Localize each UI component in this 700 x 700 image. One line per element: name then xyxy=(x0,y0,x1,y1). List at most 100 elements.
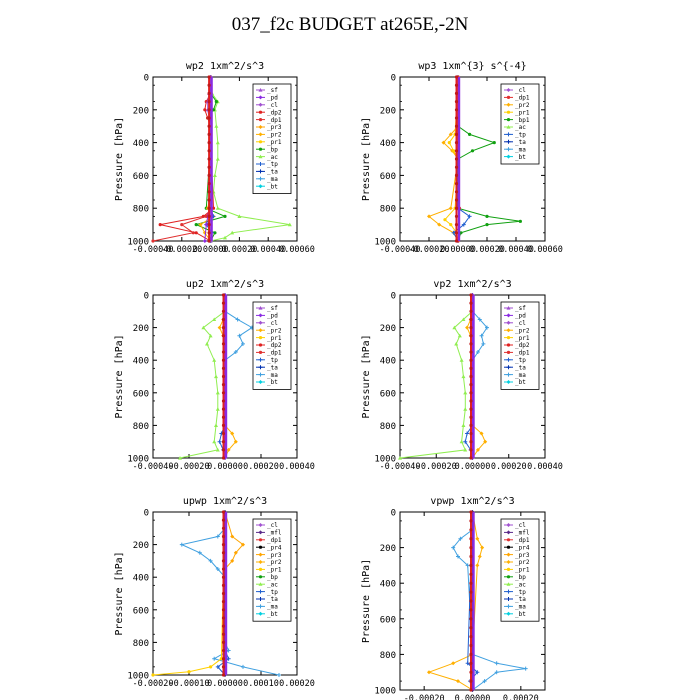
data-point-zero xyxy=(221,350,226,354)
data-point-ma xyxy=(475,350,480,355)
legend-label-pr1: _pr1 xyxy=(267,567,282,574)
data-point-pr1 xyxy=(187,670,191,674)
legend-marker-cl xyxy=(506,523,511,527)
legend-box xyxy=(252,83,292,194)
legend-marker-bp xyxy=(258,147,263,151)
data-point-zero xyxy=(221,301,226,305)
data-point-tp xyxy=(217,439,222,444)
data-point-ma xyxy=(465,563,470,568)
legend-label-dp2: _dp2 xyxy=(267,342,282,349)
legend-marker-bp xyxy=(506,575,511,579)
data-point-pr2 xyxy=(427,670,431,675)
legend-label-sf: _sf xyxy=(515,305,526,312)
data-point-zero xyxy=(221,431,226,436)
data-point-ac xyxy=(223,235,227,240)
data-point-pr1 xyxy=(449,223,453,227)
x-tick-label: 0.00040 xyxy=(250,245,286,255)
data-point-ac xyxy=(214,124,219,128)
legend-label-pr2: _pr2 xyxy=(267,559,282,566)
data-point-zero xyxy=(469,519,473,523)
legend-label-cl: _cl xyxy=(515,320,526,327)
data-point-ac xyxy=(212,439,217,444)
legend-label-pr3: _pr3 xyxy=(267,124,282,131)
data-point-pr2 xyxy=(479,431,484,436)
legend-label-ac: _ac xyxy=(515,124,526,131)
legend-label-pr4: _pr4 xyxy=(267,544,282,551)
legend-label-mfl: _mfl xyxy=(515,530,530,537)
legend-label-ta: _ta xyxy=(515,364,526,371)
legend-marker-ta xyxy=(258,169,263,174)
legend-label-bt: _bt xyxy=(267,379,278,386)
legend-label-tp: _tp xyxy=(267,161,278,168)
data-point-zero xyxy=(221,543,226,547)
data-point-tp xyxy=(461,222,466,227)
legend-label-bt: _bt xyxy=(515,154,526,161)
data-point-pr2 xyxy=(448,206,453,211)
data-point-zero xyxy=(469,537,473,541)
data-point-bp1 xyxy=(470,149,475,153)
data-point-pr2 xyxy=(441,140,446,145)
data-point-zero xyxy=(454,83,459,87)
legend-label-dp1: _dp1 xyxy=(267,117,282,124)
data-point-zero xyxy=(221,317,226,322)
data-point-zero xyxy=(454,214,459,218)
legend-label-pr4: _pr4 xyxy=(515,544,530,551)
data-point-zero xyxy=(469,546,473,550)
legend-marker-pr2 xyxy=(258,328,263,333)
x-tick-label: -0.00020 xyxy=(161,245,202,255)
data-point-ac xyxy=(457,333,462,338)
legend-label-ma: _ma xyxy=(515,604,526,611)
data-point-ac xyxy=(461,317,466,322)
x-tick-label: 0.00020 xyxy=(491,462,527,472)
y-tick-label: 200 xyxy=(380,106,396,116)
legend-label-dp2: _dp2 xyxy=(267,109,282,116)
data-point-zero xyxy=(207,231,211,235)
y-axis-label: Pressure [hPa] xyxy=(114,551,125,635)
legend-label-ac: _ac xyxy=(267,154,278,161)
data-point-zero xyxy=(469,670,473,674)
data-point-ma xyxy=(481,341,486,346)
data-point-ma xyxy=(482,679,487,684)
y-tick-label: 0 xyxy=(391,74,396,84)
chart-panel-1: wp2 1xm^2/s^3 Pressure [hPa] 0 200 400 600 800… xyxy=(114,61,315,255)
legend-marker-pr1 xyxy=(506,336,511,340)
legend-marker-bt xyxy=(506,380,511,384)
data-point-zero xyxy=(221,293,226,297)
y-tick-label: 800 xyxy=(380,651,396,661)
x-tick-label: 0.00000 xyxy=(440,245,476,255)
y-tick-label: 400 xyxy=(133,139,149,149)
legend-label-sf: _sf xyxy=(267,87,278,94)
data-point-zero xyxy=(207,108,211,112)
data-point-zero xyxy=(469,407,473,411)
y-axis-label: Pressure [hPa] xyxy=(114,117,125,201)
data-point-zero xyxy=(221,366,226,370)
data-point-zero xyxy=(221,423,226,427)
data-point-zero xyxy=(221,440,226,444)
chart-panel-6: vpwp 1xm^2/s^3 Pressure [hPa] 0 200 400 600 80… xyxy=(361,496,546,700)
data-point-bp xyxy=(223,214,227,218)
data-point-zero xyxy=(207,173,211,177)
data-point-pr2 xyxy=(477,554,482,559)
y-tick-label: 600 xyxy=(133,389,149,399)
data-point-zero xyxy=(207,198,211,202)
legend-label-cl: _cl xyxy=(267,320,278,327)
x-tick-label: 0.00020 xyxy=(503,694,539,700)
data-point-ma xyxy=(237,333,242,338)
data-point-zero xyxy=(221,640,226,645)
x-tick-label: 0.00000 xyxy=(207,679,243,689)
legend-marker-ta xyxy=(506,139,511,144)
data-point-pr2 xyxy=(475,536,480,541)
legend-marker-tp xyxy=(258,589,263,594)
data-point-zero xyxy=(469,431,473,436)
data-point-pr3 xyxy=(230,534,235,539)
data-point-ac xyxy=(215,390,220,395)
legend-marker-bt xyxy=(506,154,511,159)
data-point-tp xyxy=(215,664,220,669)
legend-label-ta: _ta xyxy=(267,169,278,176)
x-tick-label: 0.00000 xyxy=(455,462,491,472)
legend-marker-bt xyxy=(258,611,263,616)
data-point-zero xyxy=(207,239,211,243)
x-tick-label: 0.00010 xyxy=(243,679,279,689)
data-point-zero xyxy=(454,124,459,128)
